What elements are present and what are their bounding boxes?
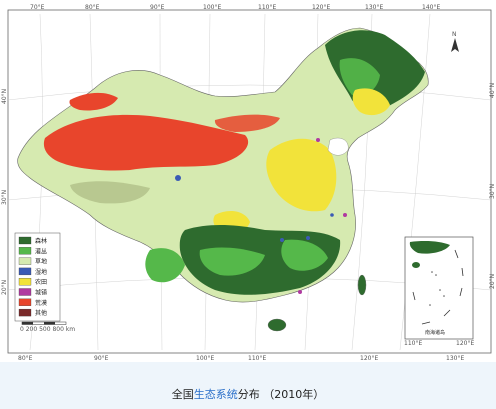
longitude-label-top: 80°E: [85, 4, 100, 11]
legend-swatch: [18, 247, 32, 255]
legend-swatch: [18, 278, 32, 286]
longitude-label-top: 70°E: [30, 4, 45, 11]
longitude-labels-bottom: 80°E 90°E 100°E 110°E 120°E 130°E: [18, 355, 464, 362]
longitude-label-bottom: 130°E: [446, 355, 464, 362]
inset-islands: [429, 271, 445, 306]
caption-prefix: 全国: [171, 388, 194, 401]
region-farmland-northeast: [352, 88, 390, 116]
latitude-label-right: 40°N: [489, 83, 496, 98]
legend-label: 湿地: [35, 268, 47, 276]
longitude-label-top: 100°E: [203, 4, 221, 11]
urban-beijing: [316, 138, 320, 142]
region-desert-north: [69, 92, 118, 111]
legend-label: 森林: [35, 237, 47, 245]
inset-longitude-labels: 110°E 120°E: [404, 340, 474, 347]
longitude-labels-top: 70°E 80°E 90°E 100°E 110°E 120°E 130°E 140°E: [30, 4, 440, 11]
inset-longitude-label: 120°E: [456, 340, 474, 347]
latitude-labels-right: 40°N 30°N 20°N: [489, 83, 496, 289]
map-panel: 森林灌丛草地湿地农田城镇荒漠其他 N 0 200 500 800 km 70°E…: [1, 4, 496, 362]
scale-label: 0 200 500 800 km: [20, 326, 75, 333]
inset-hainan: [412, 262, 420, 268]
legend-label: 荒漠: [35, 299, 47, 307]
inset-longitude-label: 110°E: [404, 340, 422, 347]
legend-swatch: [18, 257, 32, 265]
longitude-label-bottom: 80°E: [18, 355, 33, 362]
wetland-tai: [330, 213, 334, 217]
china-landmass: [17, 27, 429, 303]
hainan-island: [267, 318, 287, 332]
longitude-label-bottom: 120°E: [360, 355, 378, 362]
region-forest-yunnan: [145, 248, 185, 283]
longitude-label-top: 110°E: [258, 4, 276, 11]
legend-label: 农田: [35, 278, 47, 286]
wetland-qinghai: [175, 175, 181, 181]
latitude-label-right: 30°N: [489, 184, 496, 199]
longitude-label-top: 90°E: [150, 4, 165, 11]
legend-label: 城镇: [35, 289, 47, 297]
region-farmland-north: [266, 138, 337, 212]
inset-coast: [409, 241, 450, 254]
latitude-label-left: 30°N: [1, 190, 8, 205]
inset-label: 南海诸岛: [425, 329, 445, 336]
legend-swatch: [18, 267, 32, 276]
region-shrub-east: [281, 239, 328, 271]
legend-label: 灌丛: [35, 247, 47, 255]
legend-swatch: [18, 308, 32, 317]
latitude-label-right: 20°N: [489, 274, 496, 289]
latitude-label-left: 40°N: [1, 89, 8, 104]
legend-swatch: [18, 298, 32, 306]
legend-swatch: [18, 236, 32, 245]
urban-guangzhou: [298, 290, 302, 294]
scale-bar: 0 200 500 800 km: [20, 321, 75, 333]
wetland-dongting: [280, 238, 284, 242]
caption-suffix: 分布 （2010年）: [237, 388, 325, 401]
caption-highlight-link[interactable]: 生态系统: [193, 388, 238, 401]
inset-frame: [404, 236, 474, 340]
longitude-label-top: 130°E: [365, 4, 383, 11]
taiwan-island: [357, 274, 367, 296]
bohai-sea: [327, 137, 349, 156]
longitude-label-bottom: 90°E: [94, 355, 109, 362]
figure-caption: 全国生态系统分布 （2010年）: [0, 386, 496, 402]
longitude-label-bottom: 110°E: [248, 355, 266, 362]
inset-nine-dash-line: [412, 249, 464, 325]
legend-box: [14, 232, 61, 322]
region-shrub-south: [199, 247, 265, 276]
region-shrub-northeast: [339, 58, 380, 96]
legend-label: 其他: [35, 309, 47, 317]
region-desert-west: [43, 114, 249, 171]
region-other-tibet: [70, 181, 150, 204]
longitude-label-top: 140°E: [422, 4, 440, 11]
urban-shanghai: [343, 213, 347, 217]
longitude-label-bottom: 100°E: [196, 355, 214, 362]
wetland-poyang: [306, 236, 310, 240]
latitude-labels-left: 40°N 30°N 20°N: [1, 89, 8, 295]
caption-bar: [0, 362, 496, 409]
latitude-label-left: 20°N: [1, 280, 8, 295]
legend-label: 草地: [35, 258, 47, 266]
north-arrow: N: [451, 31, 459, 52]
legend-swatch: [18, 288, 32, 296]
north-label: N: [452, 31, 457, 38]
longitude-label-top: 120°E: [312, 4, 330, 11]
region-desert-mongolia: [214, 114, 280, 132]
